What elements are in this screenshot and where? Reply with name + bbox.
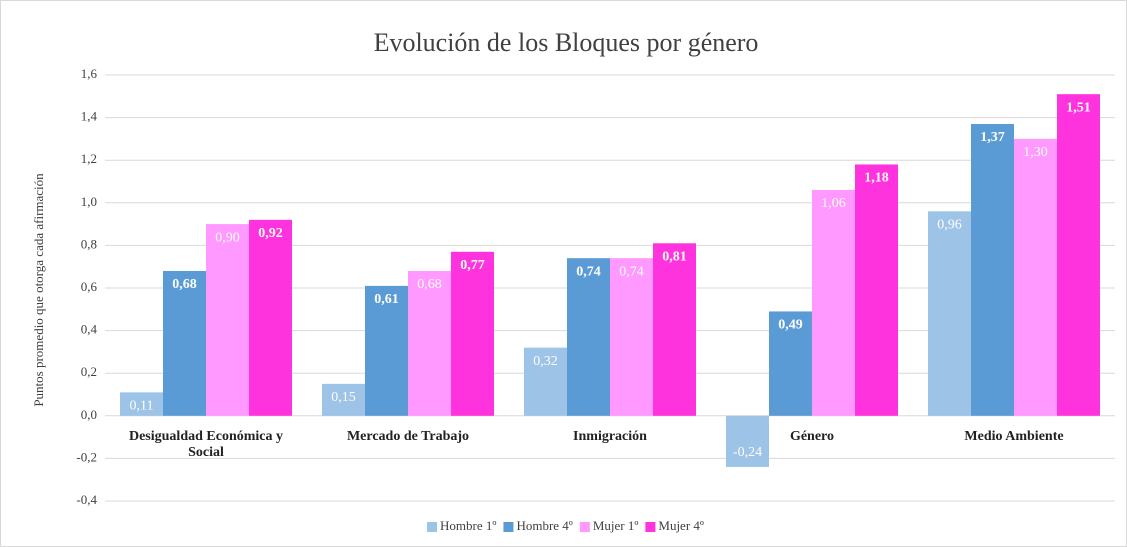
x-tick-label: Desigualdad Económica y Social: [128, 428, 283, 460]
bar: [769, 311, 812, 416]
value-label: 0,77: [460, 258, 485, 273]
x-tick-label: Género: [789, 428, 835, 444]
legend-swatch: [427, 522, 438, 532]
legend-label: Hombre 1º: [440, 518, 496, 533]
value-label: 0,15: [331, 390, 356, 405]
value-label: 1,18: [864, 171, 889, 186]
y-tick-label: 1,0: [81, 194, 97, 209]
y-tick-label: -0,4: [76, 492, 97, 507]
value-label: 0,68: [417, 277, 442, 292]
value-label: 0,81: [662, 249, 687, 264]
value-label: -0,24: [733, 445, 762, 460]
value-label: 0,11: [130, 399, 154, 414]
y-axis-title: Puntos promedio que otorga cada afirmaci…: [31, 173, 46, 407]
value-label: 1,30: [1023, 145, 1048, 160]
bar: [451, 251, 494, 416]
y-tick-label: 0,0: [81, 407, 97, 422]
bar: [249, 219, 292, 416]
bar: [408, 270, 451, 416]
y-tick-label: 1,2: [81, 151, 97, 166]
bar: [322, 383, 365, 416]
x-tick-label: Inmigración: [573, 428, 647, 444]
bar: [610, 258, 653, 416]
bar: [524, 347, 567, 416]
value-label: 0,92: [258, 226, 283, 241]
value-label: 1,51: [1066, 100, 1091, 115]
value-label: 0,49: [778, 318, 803, 333]
y-tick-label: 0,2: [81, 364, 97, 379]
y-tick-label: 1,6: [81, 66, 98, 81]
bar: [120, 392, 163, 416]
legend-swatch: [579, 522, 590, 532]
bar: [567, 258, 610, 416]
bar: [1014, 138, 1057, 416]
y-tick-label: 0,6: [81, 279, 98, 294]
chart-title: Evolución de los Bloques por género: [374, 28, 759, 57]
value-label: 1,37: [980, 130, 1005, 145]
bar: [365, 285, 408, 416]
value-label: 0,32: [533, 354, 558, 369]
bar: [855, 164, 898, 416]
y-tick-label: 1,4: [81, 109, 98, 124]
x-tick-label: Mercado de Trabajo: [346, 428, 470, 444]
legend-label: Mujer 1º: [593, 518, 639, 533]
y-tick-label: 0,4: [81, 322, 98, 337]
y-tick-label: 0,8: [81, 236, 97, 251]
bar: [653, 243, 696, 416]
value-label: 0,90: [215, 230, 240, 245]
value-label: 0,68: [172, 277, 197, 292]
value-label: 0,74: [619, 264, 644, 279]
value-label: 0,74: [576, 264, 601, 279]
bar: [206, 224, 249, 416]
y-tick-label: -0,2: [76, 449, 97, 464]
legend-label: Hombre 4º: [516, 518, 572, 533]
value-label: 0,96: [937, 218, 962, 233]
bar: [163, 270, 206, 416]
bar: [1057, 94, 1100, 416]
bar: [928, 211, 971, 416]
value-label: 0,61: [374, 292, 399, 307]
bar: [726, 415, 769, 467]
legend-label: Mujer 4º: [658, 518, 704, 533]
bar: [812, 190, 855, 416]
legend-swatch: [645, 522, 656, 532]
bar: [971, 123, 1014, 416]
legend-swatch: [503, 522, 514, 532]
value-label: 1,06: [821, 196, 846, 211]
x-tick-label: Medio Ambiente: [964, 428, 1064, 444]
